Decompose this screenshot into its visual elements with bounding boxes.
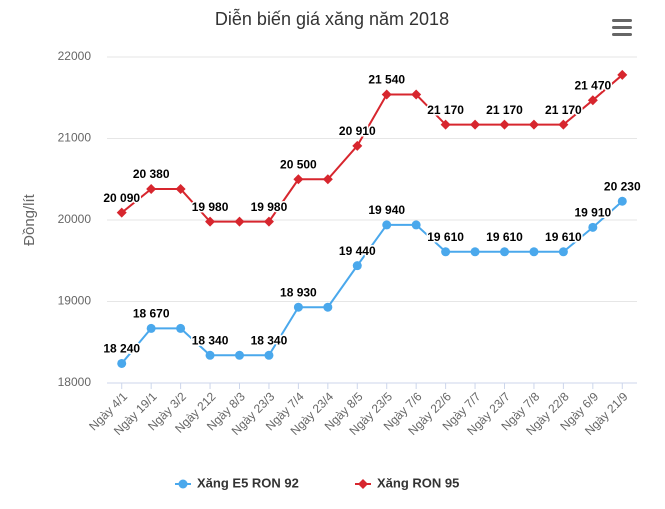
point (617, 69, 628, 80)
point (558, 247, 568, 257)
legend-item[interactable]: Xăng RON 95 (355, 475, 459, 490)
data-label: 18 930 (280, 285, 317, 299)
data-label: 20 380 (133, 167, 170, 181)
point (293, 174, 304, 185)
point (411, 89, 422, 100)
data-label: 19 980 (192, 200, 229, 214)
menu-bar (612, 33, 632, 36)
data-label: 19 610 (427, 230, 464, 244)
data-label: 21 170 (545, 103, 582, 117)
point (352, 261, 362, 271)
point (500, 247, 509, 257)
point (205, 350, 215, 360)
point (352, 140, 363, 151)
point (264, 350, 274, 360)
point (323, 302, 333, 312)
point (175, 184, 186, 195)
legend-label: Xăng RON 95 (377, 475, 459, 490)
point (617, 196, 627, 206)
data-label: 21 540 (368, 73, 405, 87)
point (146, 323, 156, 333)
point (117, 358, 127, 368)
point (263, 216, 274, 227)
y-tick-label: 19000 (58, 294, 92, 308)
legend-marker (358, 479, 368, 489)
data-label: 19 610 (545, 230, 582, 244)
y-tick-label: 22000 (58, 49, 92, 63)
point (440, 119, 451, 130)
menu-bar (612, 26, 632, 29)
data-label: 19 610 (486, 230, 523, 244)
point (146, 184, 157, 195)
data-label: 21 170 (427, 103, 464, 117)
y-tick-label: 21000 (58, 131, 92, 145)
data-label: 21 170 (486, 103, 523, 117)
data-label: 18 670 (133, 307, 170, 321)
data-label: 21 470 (574, 78, 611, 92)
series-line (120, 200, 623, 365)
data-label: 20 910 (339, 124, 376, 138)
legend-label: Xăng E5 RON 92 (197, 475, 299, 490)
chart-title: Diễn biến giá xăng năm 2018 (215, 8, 449, 29)
data-label: 18 240 (103, 342, 140, 356)
point (529, 247, 539, 257)
data-label: 19 980 (251, 200, 288, 214)
point (558, 119, 569, 130)
data-label: 18 340 (192, 333, 229, 347)
point (322, 174, 333, 185)
point (587, 95, 598, 106)
point (499, 119, 510, 130)
data-label: 20 090 (103, 191, 140, 205)
legend-marker (178, 479, 188, 489)
y-axis-label: Đồng/lít (21, 193, 38, 246)
data-label: 20 500 (280, 157, 317, 171)
data-label: 19 440 (339, 244, 376, 258)
point (234, 216, 245, 227)
legend-item[interactable]: Xăng E5 RON 92 (175, 475, 299, 490)
point (235, 350, 244, 360)
point (470, 119, 481, 130)
y-tick-label: 20000 (58, 212, 92, 226)
point (588, 222, 598, 232)
point (470, 247, 480, 257)
data-label: 19 940 (368, 203, 405, 217)
point (293, 302, 303, 312)
point (205, 216, 216, 227)
point (441, 247, 451, 257)
menu-button[interactable] (612, 19, 632, 36)
y-tick-label: 18000 (58, 375, 92, 389)
point (116, 207, 127, 218)
menu-bar (612, 19, 632, 22)
point (411, 220, 421, 230)
data-label: 19 910 (574, 206, 611, 220)
point (528, 119, 539, 130)
data-label: 18 340 (251, 333, 288, 347)
point (176, 323, 186, 333)
data-label: 20 230 (604, 179, 641, 193)
point (382, 220, 392, 230)
point (381, 89, 392, 100)
